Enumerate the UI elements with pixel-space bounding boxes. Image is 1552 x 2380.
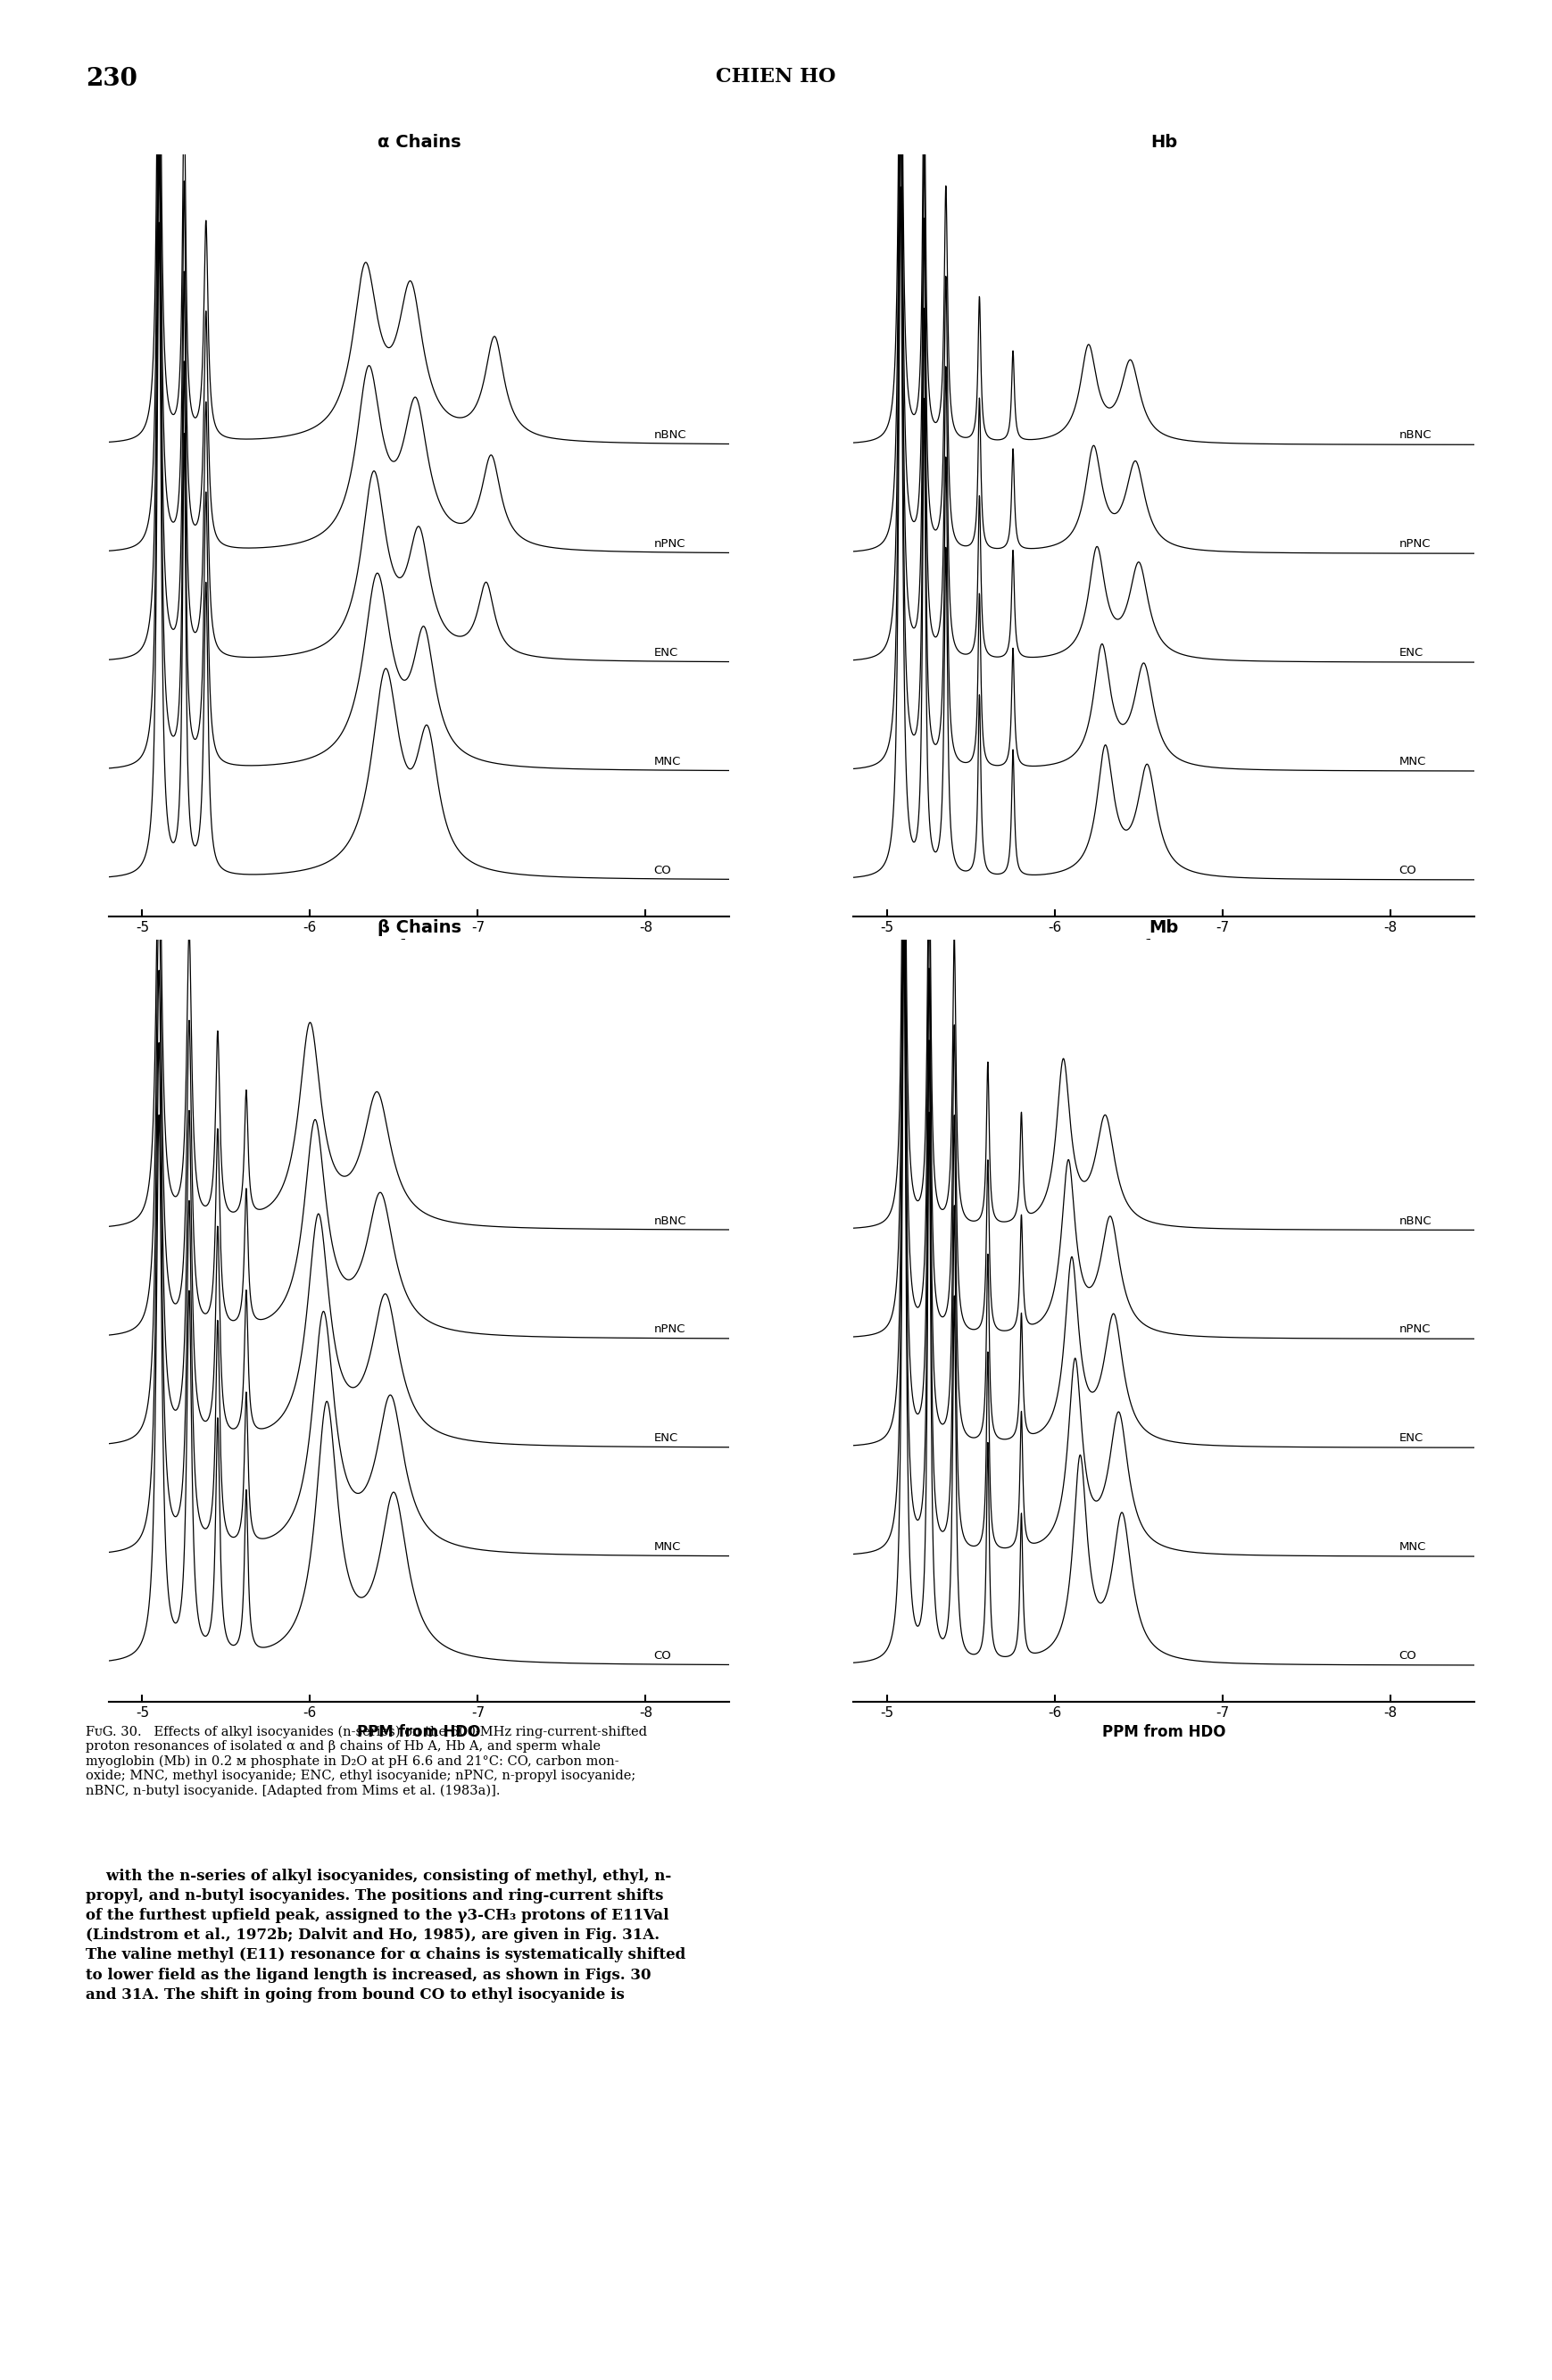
Text: FᴜG. 30.   Effects of alkyl isocyanides (n-series) on the 600-MHz ring-current-s: FᴜG. 30. Effects of alkyl isocyanides (n… — [85, 1726, 647, 1797]
Text: nBNC: nBNC — [1398, 1216, 1431, 1226]
Text: nPNC: nPNC — [1398, 538, 1431, 550]
X-axis label: PPM from HDO: PPM from HDO — [1102, 940, 1226, 954]
Title: α Chains: α Chains — [377, 133, 461, 150]
Text: ENC: ENC — [1398, 647, 1423, 659]
Text: CO: CO — [1398, 1649, 1417, 1661]
X-axis label: PPM from HDO: PPM from HDO — [357, 1726, 481, 1740]
X-axis label: PPM from HDO: PPM from HDO — [1102, 1726, 1226, 1740]
Text: CHIEN HO: CHIEN HO — [715, 67, 837, 86]
X-axis label: PPM from HDO: PPM from HDO — [357, 940, 481, 954]
Text: MNC: MNC — [1398, 1542, 1426, 1554]
Text: nBNC: nBNC — [653, 431, 686, 440]
Text: nPNC: nPNC — [653, 1323, 686, 1335]
Text: MNC: MNC — [653, 1542, 681, 1554]
Text: MNC: MNC — [1398, 757, 1426, 769]
Text: nBNC: nBNC — [1398, 431, 1431, 440]
Text: CO: CO — [653, 864, 672, 876]
Text: ENC: ENC — [653, 647, 678, 659]
Text: nBNC: nBNC — [653, 1216, 686, 1226]
Text: MNC: MNC — [653, 757, 681, 769]
Title: β Chains: β Chains — [377, 919, 461, 935]
Text: ENC: ENC — [653, 1433, 678, 1445]
Text: with the n-series of alkyl isocyanides, consisting of methyl, ethyl, n-
propyl, : with the n-series of alkyl isocyanides, … — [85, 1868, 686, 2002]
Text: nPNC: nPNC — [1398, 1323, 1431, 1335]
Title: Mb: Mb — [1148, 919, 1180, 935]
Text: CO: CO — [653, 1649, 672, 1661]
Text: CO: CO — [1398, 864, 1417, 876]
Text: 230: 230 — [85, 67, 137, 90]
Text: nPNC: nPNC — [653, 538, 686, 550]
Title: Hb: Hb — [1150, 133, 1178, 150]
Text: ENC: ENC — [1398, 1433, 1423, 1445]
